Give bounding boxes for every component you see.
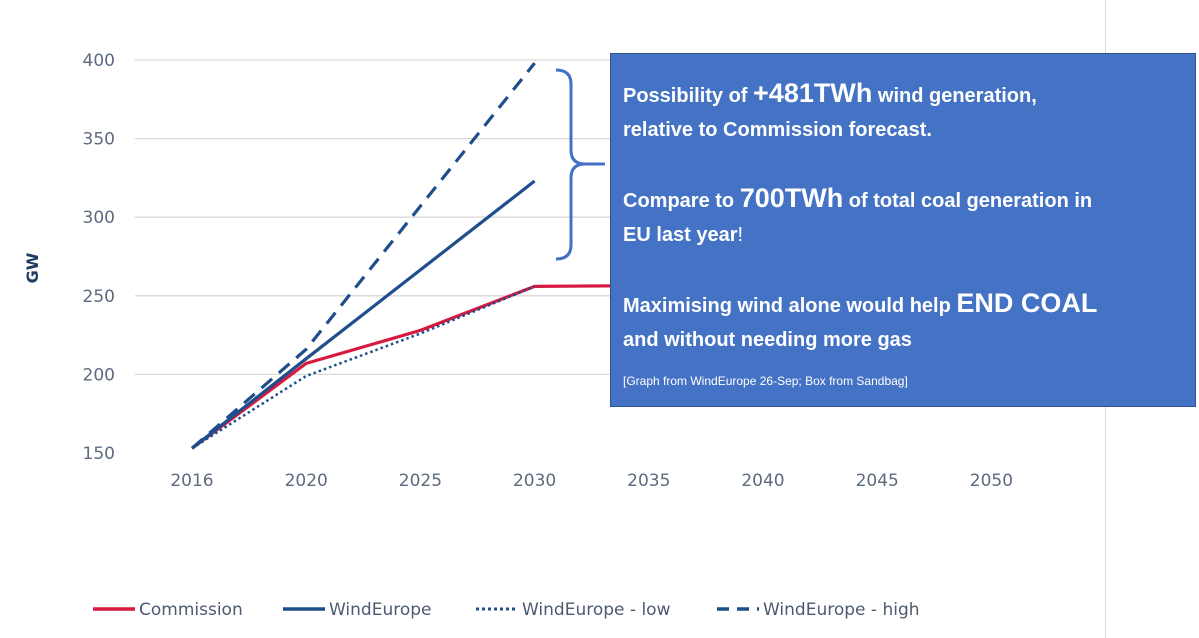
x-axis-ticks: 2016 2020 2025 2030 2035 2040 2045 2050 [170,471,1013,491]
legend-label: WindEurope [329,600,432,620]
x-tick-label: 2016 [170,471,213,491]
callout-box: Possibility of +481TWh wind generation, … [610,53,1196,407]
y-axis-title: GW [23,252,42,283]
bracket [555,68,605,261]
y-axis-ticks: 400 350 300 250 200 150 [83,51,115,464]
x-tick-label: 2025 [399,471,442,491]
x-tick-label: 2030 [513,471,556,491]
y-tick-label: 200 [83,365,115,385]
x-tick-label: 2035 [627,471,670,491]
x-tick-label: 2040 [741,471,784,491]
callout-line-1: Possibility of +481TWh wind generation, [623,78,1037,108]
callout-credit: [Graph from WindEurope 26-Sep; Box from … [623,374,908,388]
y-tick-label: 400 [83,51,115,71]
y-tick-label: 250 [83,287,115,307]
y-tick-label: 300 [83,208,115,228]
series-line-windeurope [191,179,536,450]
callout-line-6: and without needing more gas [623,329,912,351]
callout-line-4: EU last year! [623,224,744,246]
callout-line-5: Maximising wind alone would help END COA… [623,288,1098,318]
x-tick-label: 2050 [970,471,1013,491]
x-tick-label: 2020 [285,471,328,491]
x-tick-label: 2045 [856,471,899,491]
series-line-windeurope-high [190,62,536,450]
legend: Commission WindEurope WindEurope - low Wind… [93,600,920,620]
callout-line-3: Compare to 700TWh of total coal generati… [623,183,1093,213]
legend-label: Commission [139,600,243,620]
callout-line-2: relative to Commission forecast. [623,119,932,141]
y-tick-label: 350 [83,130,115,150]
legend-label: WindEurope - low [522,600,671,620]
y-tick-label: 150 [83,444,115,464]
legend-label: WindEurope - high [763,600,920,620]
series-line-windeurope-low [191,285,536,450]
